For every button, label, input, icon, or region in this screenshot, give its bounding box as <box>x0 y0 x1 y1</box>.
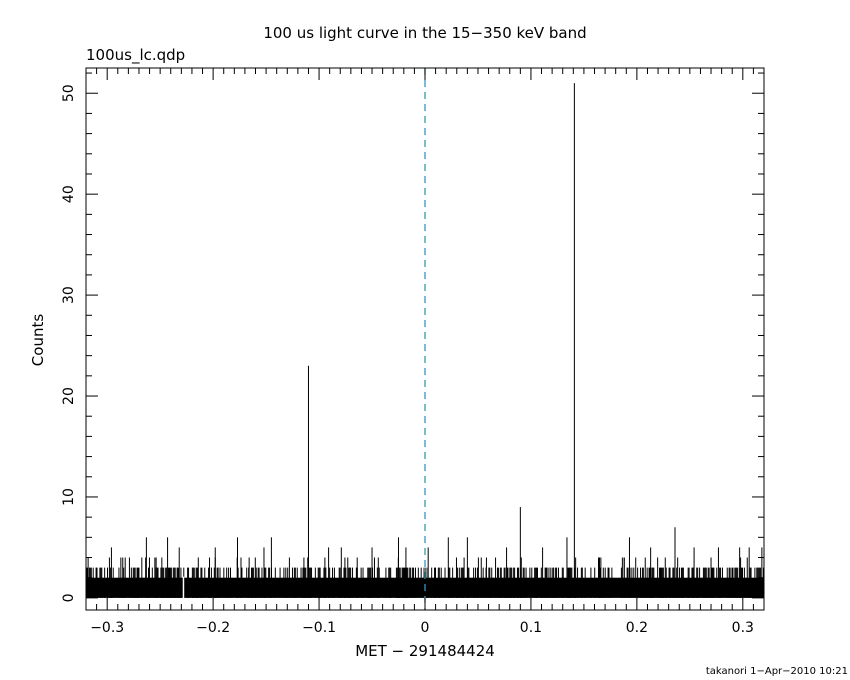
x-tick-label: −0.2 <box>196 620 230 636</box>
x-tick-label: 0 <box>421 620 430 636</box>
y-tick-label: 30 <box>61 286 77 304</box>
file-label: 100us_lc.qdp <box>86 46 185 65</box>
chart-title: 100 us light curve in the 15−350 keV ban… <box>263 24 586 42</box>
x-tick-label: −0.3 <box>90 620 124 636</box>
x-tick-label: 0.2 <box>626 620 648 636</box>
y-tick-label: 0 <box>61 593 77 602</box>
footer-credit: takanori 1−Apr−2010 10:21 <box>706 666 848 677</box>
x-tick-label: 0.1 <box>520 620 542 636</box>
x-axis-ticks: −0.3 −0.2 −0.1 0 0.1 0.2 0.3 <box>85 68 765 636</box>
peak-bars <box>87 83 763 598</box>
y-tick-label: 40 <box>61 185 77 203</box>
y-tick-label: 20 <box>61 387 77 405</box>
x-tick-label: −0.1 <box>302 620 336 636</box>
y-axis-ticks: 0 10 20 30 40 50 <box>61 72 764 602</box>
x-axis-label: MET − 291484424 <box>355 642 495 660</box>
y-tick-label: 10 <box>61 488 77 506</box>
y-axis-label: Counts <box>29 314 47 367</box>
x-tick-label: 0.3 <box>732 620 754 636</box>
y-tick-label: 50 <box>61 84 77 102</box>
